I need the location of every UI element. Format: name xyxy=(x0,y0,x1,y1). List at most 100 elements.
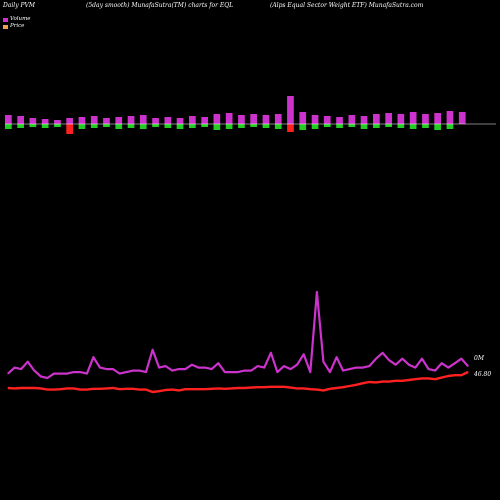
price-point xyxy=(276,386,278,388)
chart-title-left: Daily PVM xyxy=(3,2,36,9)
volume-point xyxy=(158,367,160,369)
volume-bar-up xyxy=(422,114,429,124)
volume-bar-up xyxy=(176,118,184,124)
volume-point xyxy=(296,364,298,366)
volume-point xyxy=(303,353,305,355)
volume-point xyxy=(447,367,449,369)
price-point xyxy=(257,386,259,388)
volume-bar-down xyxy=(127,124,135,128)
volume-point xyxy=(276,371,278,373)
price-point xyxy=(33,387,35,389)
price-point xyxy=(191,388,193,390)
volume-bar-down xyxy=(5,124,12,129)
price-point xyxy=(125,388,127,390)
price-point xyxy=(395,380,397,382)
price-point xyxy=(263,386,265,388)
price-point xyxy=(198,388,200,390)
volume-point xyxy=(322,361,324,363)
volume-point xyxy=(270,352,272,354)
volume-bar-up xyxy=(348,115,356,124)
legend-label-price: Price xyxy=(10,23,25,29)
price-point xyxy=(270,386,272,388)
volume-point xyxy=(375,358,377,360)
volume-point xyxy=(33,370,35,372)
volume-bar-up xyxy=(213,114,221,124)
volume-bar-down xyxy=(385,124,392,127)
price-point xyxy=(388,381,390,383)
volume-bar-down xyxy=(201,124,208,127)
price-point xyxy=(349,385,351,387)
volume-point xyxy=(329,371,331,373)
volume-point xyxy=(257,365,259,367)
volume-bar-up xyxy=(41,119,49,124)
volume-point xyxy=(421,358,423,360)
volume-point xyxy=(7,373,9,375)
volume-point xyxy=(171,370,173,372)
price-point xyxy=(112,387,114,389)
volume-bar-up xyxy=(458,112,466,124)
price-point xyxy=(250,387,252,389)
volume-point xyxy=(60,373,62,375)
volume-point xyxy=(191,364,193,366)
price-point xyxy=(184,388,186,390)
volume-point xyxy=(428,368,430,370)
volume-point xyxy=(53,373,55,375)
volume-point xyxy=(92,356,94,358)
volume-point xyxy=(283,365,285,367)
volume-bar-up xyxy=(152,118,159,124)
volume-bar-up xyxy=(225,113,233,124)
price-point xyxy=(119,388,121,390)
volume-bar-down xyxy=(213,124,221,130)
volume-bar-up xyxy=(299,112,307,124)
legend-item-price: Price xyxy=(3,23,31,30)
volume-point xyxy=(106,368,108,370)
volume-point xyxy=(250,370,252,372)
volume-bar-up xyxy=(311,115,319,124)
legend-swatch-volume xyxy=(3,17,8,22)
price-point xyxy=(454,374,456,376)
price-point xyxy=(362,382,364,384)
price-point xyxy=(178,389,180,391)
volume-point xyxy=(132,370,134,372)
volume-bar-up xyxy=(54,120,61,124)
volume-bar-up xyxy=(29,118,37,124)
volume-bar-down xyxy=(103,124,110,127)
volume-point xyxy=(204,367,206,369)
price-point xyxy=(171,389,173,391)
volume-point xyxy=(454,362,456,364)
price-point xyxy=(20,387,22,389)
volume-point xyxy=(362,367,364,369)
price-point xyxy=(73,387,75,389)
volume-point xyxy=(395,364,397,366)
volume-point xyxy=(79,371,81,373)
price-point xyxy=(211,388,213,390)
volume-bar-up xyxy=(336,117,343,124)
volume-bar-down xyxy=(422,124,429,128)
volume-point xyxy=(165,365,167,367)
volume-point xyxy=(382,352,384,354)
price-point xyxy=(290,387,292,389)
price-point xyxy=(132,388,134,390)
volume-bar-up xyxy=(446,111,454,124)
price-point xyxy=(428,377,430,379)
line-points-layer xyxy=(7,291,469,393)
volume-bar-down xyxy=(287,124,294,132)
volume-bar-up xyxy=(139,115,147,124)
price-point xyxy=(60,388,62,390)
price-point xyxy=(447,375,449,377)
volume-point xyxy=(342,370,344,372)
volume-point xyxy=(14,367,16,369)
price-point xyxy=(217,387,219,389)
price-point xyxy=(382,381,384,383)
price-point xyxy=(7,387,9,389)
price-point xyxy=(283,386,285,388)
volume-bar-down xyxy=(360,124,368,129)
price-point xyxy=(46,389,49,391)
price-point xyxy=(224,388,226,390)
volume-point xyxy=(46,377,49,379)
price-point xyxy=(421,377,423,379)
price-point xyxy=(86,389,88,391)
volume-bar-up xyxy=(17,116,24,124)
volume-point xyxy=(336,356,338,358)
volume-bar-down xyxy=(139,124,147,129)
